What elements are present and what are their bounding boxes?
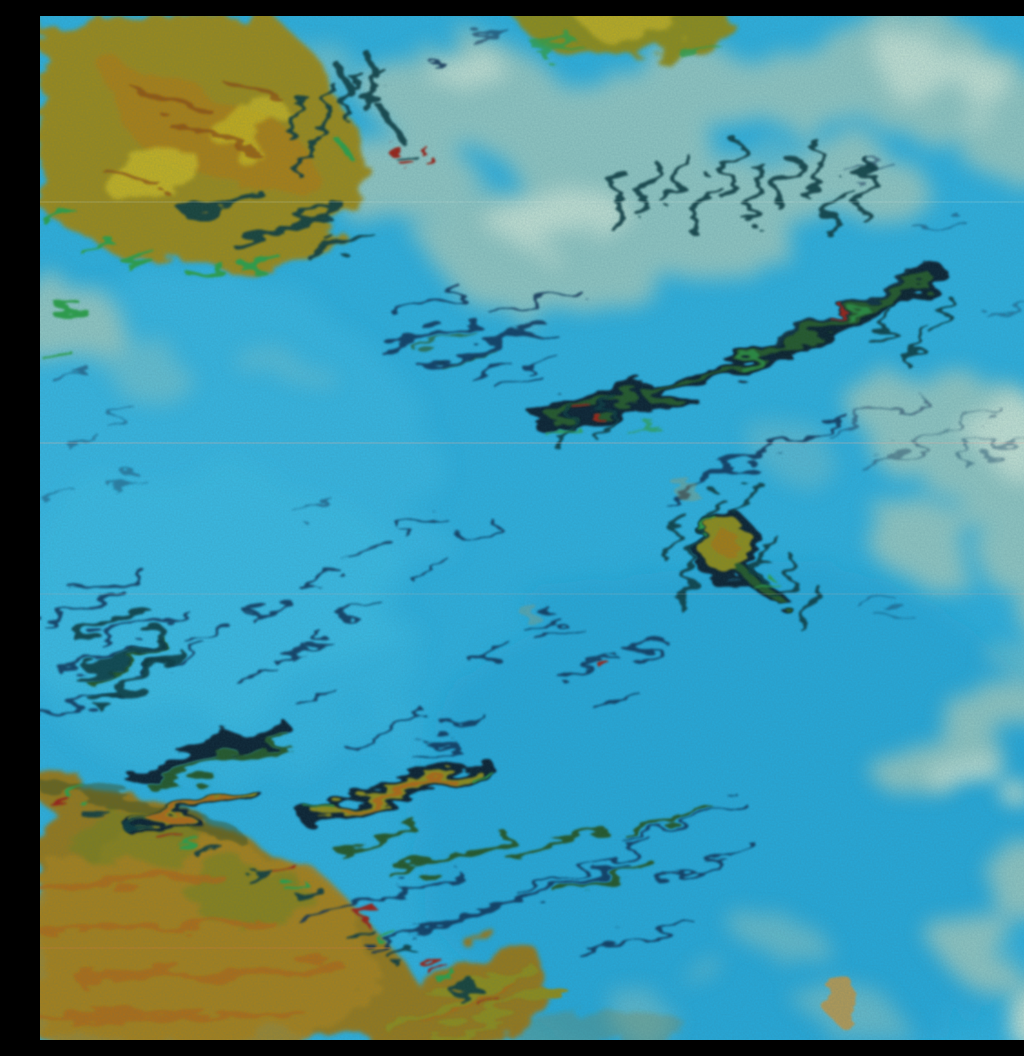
sensor-grain-overlay: [40, 16, 1024, 1040]
satellite-scene-canvas: [40, 16, 1024, 1040]
satellite-image: [40, 16, 1024, 1040]
